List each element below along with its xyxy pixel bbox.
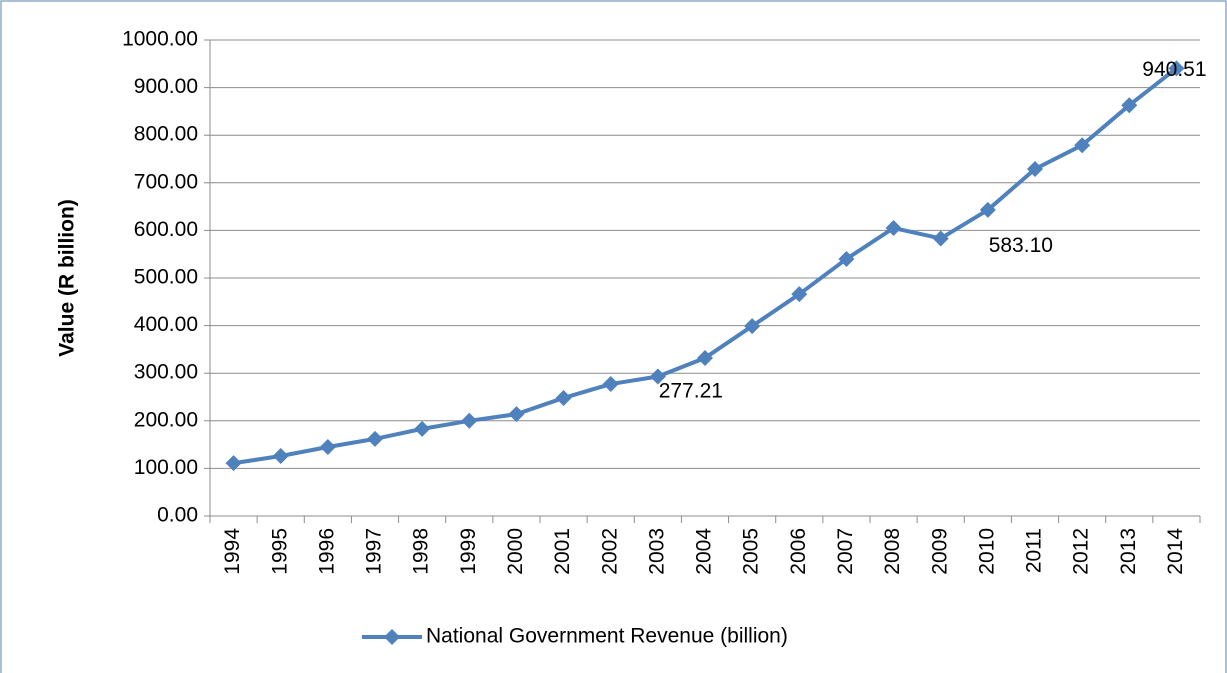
data-point [697,349,713,366]
data-point [555,389,572,406]
x-tick-label: 2001 [551,528,574,575]
x-tick-label: 2006 [787,528,810,575]
x-tick-label: 2000 [504,528,527,575]
data-label: 583.10 [989,234,1053,257]
x-tick-label: 1997 [363,528,386,575]
data-point [791,286,808,303]
y-tick-label: 800.00 [134,123,198,146]
y-tick-label: 600.00 [134,218,198,241]
data-point [319,438,336,455]
x-tick-label: 2002 [598,528,621,575]
data-point [744,318,761,335]
y-tick-label: 1000.00 [122,28,198,51]
y-tick-label: 200.00 [134,408,198,431]
data-point [649,368,666,385]
data-point [508,406,525,423]
data-point [367,430,383,447]
data-point [838,250,855,267]
y-tick-label: 900.00 [134,75,198,98]
data-point [602,376,619,393]
legend-label: National Government Revenue (billion) [426,625,788,648]
data-point [1168,60,1185,77]
y-tick-label: 500.00 [134,266,198,289]
data-point [1121,97,1138,114]
y-axis-label: Value (R billion) [56,199,79,357]
y-tick-label: 300.00 [134,361,198,384]
x-tick-label: 1999 [457,528,480,575]
data-point [1074,137,1091,154]
data-point [272,448,289,465]
y-tick-label: 700.00 [134,170,198,193]
x-tick-label: 2013 [1117,528,1140,575]
data-point [225,455,242,472]
x-tick-label: 1996 [315,528,338,575]
x-tick-label: 1995 [268,528,291,575]
x-tick-label: 2009 [928,528,951,575]
x-tick-label: 2003 [645,528,668,575]
x-tick-label: 2012 [1070,528,1093,575]
y-tick-label: 400.00 [134,313,198,336]
x-tick-label: 1998 [410,528,433,575]
y-tick-label: 100.00 [134,456,198,479]
data-point [932,230,949,247]
x-tick-label: 1994 [221,528,244,575]
data-point [979,201,996,218]
data-point [414,420,431,437]
data-point [885,220,902,237]
data-point [461,412,478,429]
x-tick-label: 2011 [1023,528,1046,573]
data-point [1027,160,1043,177]
x-tick-label: 2014 [1164,528,1187,575]
x-tick-label: 2004 [693,528,716,575]
data-label: 940.51 [1142,58,1206,81]
x-tick-label: 2008 [881,528,904,575]
x-tick-label: 2007 [834,528,857,575]
x-tick-label: 2010 [975,528,998,575]
data-label: 277.21 [659,380,723,403]
x-tick-label: 2005 [740,528,763,575]
y-tick-label: 0.00 [157,504,198,527]
legend-marker [384,629,400,645]
